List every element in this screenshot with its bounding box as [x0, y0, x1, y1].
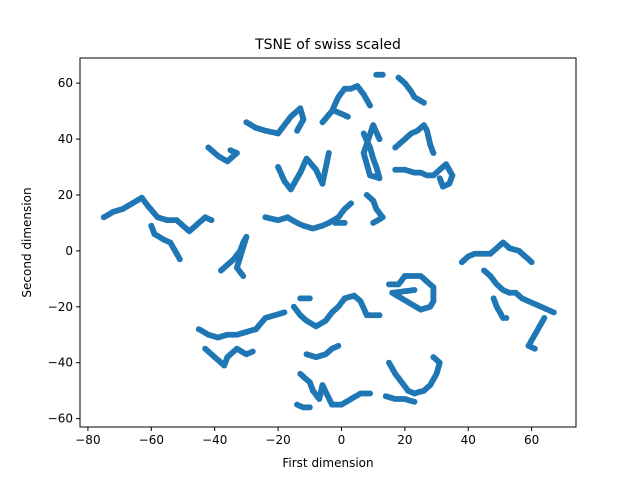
x-tick-label: 40: [461, 433, 476, 447]
data-point: [249, 348, 256, 355]
data-point: [341, 219, 348, 226]
y-tick-label: −40: [48, 356, 73, 370]
data-point: [411, 398, 418, 405]
data-point: [376, 312, 383, 319]
data-point: [436, 175, 443, 182]
x-tick-label: −60: [139, 433, 164, 447]
data-point: [240, 273, 247, 279]
x-tick-label: −40: [202, 433, 227, 447]
y-tick-label: −20: [48, 300, 73, 314]
data-point: [348, 200, 354, 207]
chart-title: TSNE of swiss scaled: [254, 37, 401, 53]
data-point: [176, 256, 183, 263]
data-point: [208, 217, 215, 224]
data-point: [367, 102, 373, 109]
x-axis-label: First dimension: [282, 456, 373, 470]
y-tick-label: −60: [48, 412, 73, 426]
data-point: [227, 147, 234, 154]
y-tick-label: 60: [58, 76, 73, 90]
x-tick-label: 60: [524, 433, 539, 447]
y-axis-ticks: −60 −40 −20 0 20 40 60: [48, 76, 80, 426]
data-point: [528, 259, 535, 266]
data-point: [411, 287, 418, 293]
x-tick-label: 20: [397, 433, 412, 447]
data-point: [376, 136, 383, 143]
data-points: [100, 71, 557, 411]
data-point: [420, 99, 427, 106]
data-point: [370, 219, 377, 226]
data-point: [306, 404, 313, 411]
data-point: [367, 390, 373, 397]
data-point: [379, 71, 386, 78]
x-tick-label: −20: [265, 433, 290, 447]
data-point: [294, 127, 301, 134]
x-axis-ticks: −80 −60 −40 −20 0 20 40 60: [75, 427, 539, 447]
y-axis-label: Second dimension: [20, 187, 34, 297]
data-point: [430, 354, 437, 361]
data-point: [281, 309, 288, 316]
x-tick-label: 0: [338, 433, 346, 447]
y-tick-label: 40: [58, 132, 73, 146]
plot-frame: [79, 57, 577, 428]
data-point: [550, 309, 557, 316]
data-point: [503, 315, 510, 321]
data-point: [325, 150, 332, 156]
data-point: [335, 342, 342, 349]
x-tick-label: −80: [75, 433, 100, 447]
data-point: [531, 345, 538, 352]
y-tick-label: 20: [58, 188, 73, 202]
data-point: [306, 295, 313, 302]
y-tick-label: 0: [65, 244, 73, 258]
data-point: [430, 150, 437, 156]
data-point: [344, 113, 351, 120]
